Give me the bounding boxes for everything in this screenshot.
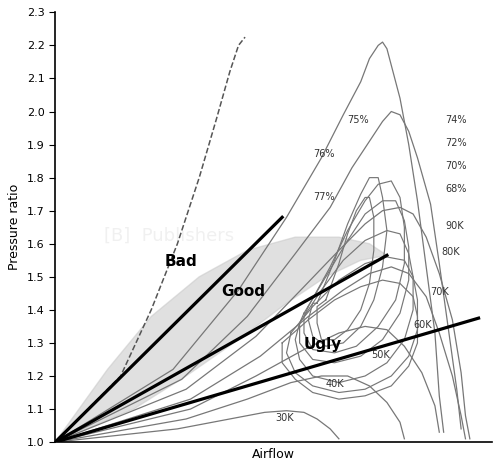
Text: 80K: 80K — [442, 247, 460, 257]
Text: 50K: 50K — [372, 349, 390, 360]
Text: 70K: 70K — [430, 287, 450, 297]
Text: 90K: 90K — [446, 220, 464, 231]
Polygon shape — [55, 237, 387, 442]
Text: Good: Good — [221, 284, 265, 299]
Text: 76%: 76% — [312, 150, 334, 159]
Text: 40K: 40K — [326, 379, 344, 389]
Text: 60K: 60K — [413, 320, 432, 330]
Text: Bad: Bad — [164, 255, 197, 269]
Text: 75%: 75% — [348, 115, 370, 125]
Text: 77%: 77% — [312, 192, 334, 203]
Text: 72%: 72% — [445, 138, 466, 148]
Text: 70%: 70% — [445, 161, 466, 171]
Text: Ugly: Ugly — [304, 337, 342, 352]
Text: 74%: 74% — [445, 115, 466, 125]
Text: 30K: 30K — [276, 413, 294, 424]
Y-axis label: Pressure ratio: Pressure ratio — [8, 184, 22, 270]
X-axis label: Airflow: Airflow — [252, 448, 295, 461]
Text: [B]  Publishers: [B] Publishers — [104, 227, 234, 244]
Text: 68%: 68% — [446, 184, 467, 194]
